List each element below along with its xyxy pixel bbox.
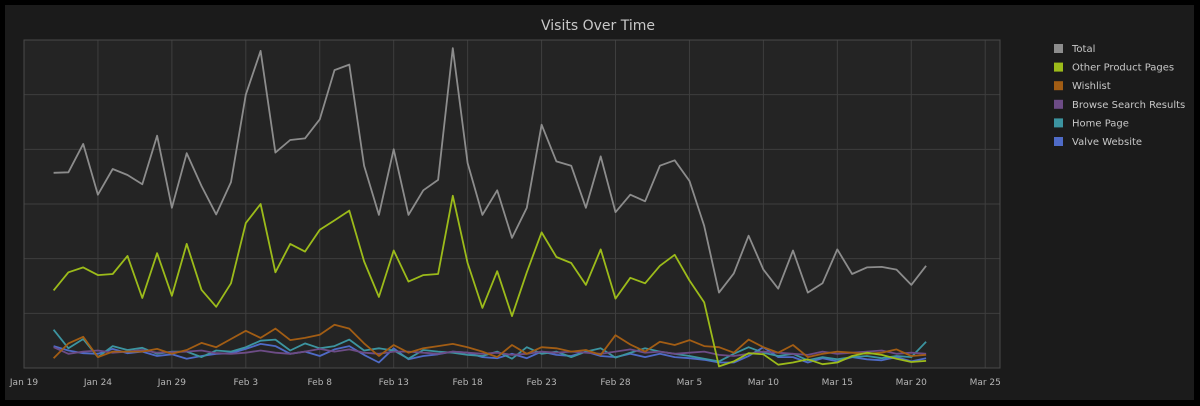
legend-swatch-browse-search-results bbox=[1054, 99, 1063, 109]
x-tick-label: Mar 10 bbox=[748, 378, 780, 388]
x-tick-label: Feb 3 bbox=[234, 378, 259, 388]
x-tick-label: Jan 29 bbox=[157, 378, 186, 388]
series-line-total[interactable] bbox=[53, 47, 927, 294]
x-tick-label: Feb 13 bbox=[379, 378, 409, 388]
legend: Total Other Product Pages Wishlist Browse S… bbox=[1054, 44, 1185, 148]
series-line-wishlist[interactable] bbox=[52, 323, 927, 359]
series-line-other-product-pages[interactable] bbox=[52, 194, 927, 368]
legend-swatch-other-product-pages bbox=[1054, 62, 1063, 72]
x-tick-label: Jan 24 bbox=[83, 378, 112, 388]
legend-label-home-page[interactable]: Home Page bbox=[1072, 118, 1129, 129]
x-axis: Jan 19 Jan 24 Jan 29 Feb 3 Feb 8 Feb 13 Feb 18… bbox=[9, 378, 1001, 388]
x-tick-label: Mar 20 bbox=[896, 378, 928, 388]
legend-swatch-wishlist bbox=[1054, 81, 1063, 91]
legend-label-other-product-pages[interactable]: Other Product Pages bbox=[1072, 63, 1174, 74]
legend-label-total[interactable]: Total bbox=[1071, 44, 1095, 55]
x-tick-label: Feb 8 bbox=[307, 378, 332, 388]
x-tick-label: Mar 5 bbox=[677, 378, 703, 388]
chart-title: Visits Over Time bbox=[541, 18, 655, 34]
x-tick-label: Jan 19 bbox=[9, 378, 38, 388]
legend-swatch-total bbox=[1054, 44, 1063, 53]
x-tick-label: Feb 18 bbox=[453, 378, 484, 388]
plot-border bbox=[23, 39, 1001, 369]
legend-label-browse-search-results[interactable]: Browse Search Results bbox=[1072, 100, 1185, 111]
legend-label-valve-website[interactable]: Valve Website bbox=[1072, 137, 1142, 148]
legend-swatch-home-page bbox=[1054, 118, 1063, 128]
x-tick-label: Feb 23 bbox=[526, 378, 556, 388]
x-tick-label: Feb 28 bbox=[600, 378, 631, 388]
legend-label-wishlist[interactable]: Wishlist bbox=[1072, 81, 1111, 92]
grid-lines bbox=[23, 39, 1001, 369]
series-line-browse-search-results[interactable] bbox=[53, 346, 927, 357]
x-tick-label: Mar 15 bbox=[822, 378, 853, 388]
legend-swatch-valve-website bbox=[1054, 137, 1063, 146]
series-layer bbox=[52, 47, 927, 368]
x-tick-label: Mar 25 bbox=[970, 378, 1001, 388]
